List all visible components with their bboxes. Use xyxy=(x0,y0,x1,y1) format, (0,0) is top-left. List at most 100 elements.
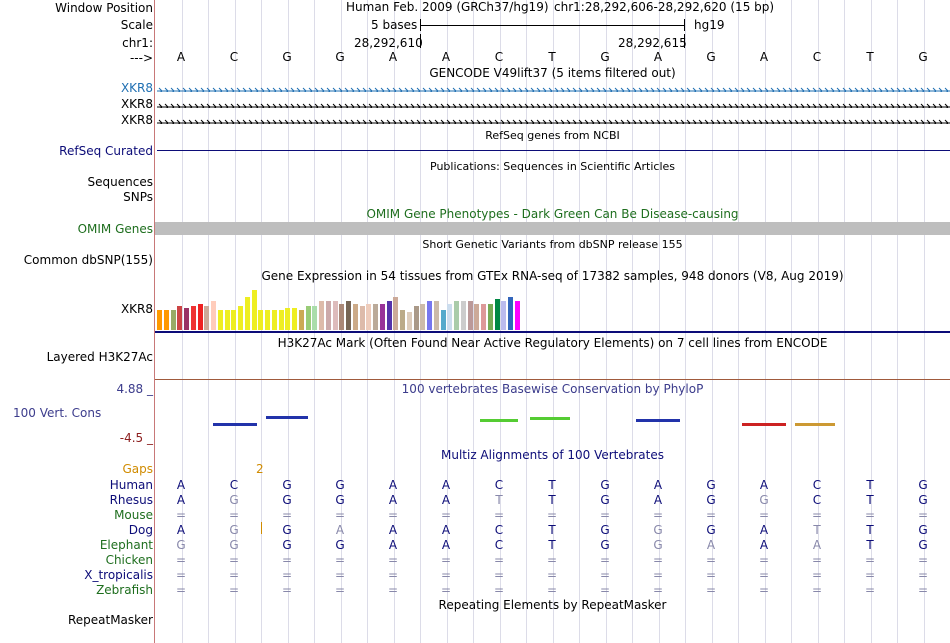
gtex-tissue-bar[interactable] xyxy=(278,310,284,330)
gtex-tissue-bar[interactable] xyxy=(454,301,459,330)
gtex-tissue-bar[interactable] xyxy=(285,308,291,330)
gtex-tissue-bar[interactable] xyxy=(413,306,419,330)
multiz-title[interactable]: Multiz Alignments of 100 Vertebrates xyxy=(440,448,665,462)
omim-feature-bar[interactable] xyxy=(155,222,950,235)
publications-label-sequences[interactable]: Sequences xyxy=(87,175,153,189)
species-label[interactable]: Chicken xyxy=(105,553,153,567)
gtex-tissue-bar[interactable] xyxy=(447,304,453,330)
species-label[interactable]: Zebrafish xyxy=(96,583,153,597)
alignment-base: A xyxy=(335,523,345,537)
gtex-tissue-bar[interactable] xyxy=(325,301,331,330)
publications-title[interactable]: Publications: Sequences in Scientific Ar… xyxy=(430,160,675,173)
gtex-tissue-bar[interactable] xyxy=(420,304,426,330)
species-label[interactable]: Dog xyxy=(128,523,153,537)
gtex-tissue-bar[interactable] xyxy=(481,304,486,330)
window-position-value: chr1:28,292,606-28,292,620 (15 bp) xyxy=(554,0,775,14)
gtex-tissue-bar[interactable] xyxy=(501,301,507,330)
gtex-tissue-bar[interactable] xyxy=(224,310,230,330)
species-label[interactable]: Rhesus xyxy=(109,493,153,507)
gtex-tissue-bar[interactable] xyxy=(433,301,439,330)
gtex-tissue-bar[interactable] xyxy=(393,297,399,330)
gtex-tissue-bar[interactable] xyxy=(271,310,277,330)
alignment-base: = xyxy=(175,508,187,522)
gencode-item-1[interactable]: XKR8 xyxy=(120,81,153,95)
gtex-tissue-bar[interactable] xyxy=(265,310,270,330)
phylop-min: -4.5 _ xyxy=(119,431,153,445)
alignment-base: A xyxy=(759,478,769,492)
gtex-tissue-bar[interactable] xyxy=(400,310,405,330)
gencode-item-3[interactable]: XKR8 xyxy=(120,113,153,127)
species-label[interactable]: Human xyxy=(109,478,153,492)
gtex-tissue-bar[interactable] xyxy=(440,310,446,330)
gtex-tissue-bar[interactable] xyxy=(373,304,378,330)
gencode-feature-2[interactable] xyxy=(157,100,950,108)
omim-title[interactable]: OMIM Gene Phenotypes - Dark Green Can Be… xyxy=(366,207,739,221)
gtex-tissue-bar[interactable] xyxy=(386,301,392,330)
phylop-title[interactable]: 100 vertebrates Basewise Conservation by… xyxy=(401,382,704,396)
gtex-tissue-bar[interactable] xyxy=(346,301,351,330)
gtex-tissue-bar[interactable] xyxy=(494,299,500,330)
alignment-base: A xyxy=(653,478,663,492)
gtex-tissue-bar[interactable] xyxy=(514,301,520,330)
h3k27ac-label[interactable]: Layered H3K27Ac xyxy=(46,350,153,364)
species-label[interactable]: Mouse xyxy=(114,508,153,522)
gtex-tissue-bar[interactable] xyxy=(298,310,304,330)
gtex-tissue-bar[interactable] xyxy=(474,304,480,330)
gtex-tissue-bar[interactable] xyxy=(366,304,372,330)
gtex-tissue-bar[interactable] xyxy=(305,306,311,330)
repeatmasker-label[interactable]: RepeatMasker xyxy=(67,613,153,627)
dbsnp-title[interactable]: Short Genetic Variants from dbSNP releas… xyxy=(422,238,683,251)
gtex-tissue-bar[interactable] xyxy=(312,306,318,330)
gtex-tissue-bar[interactable] xyxy=(211,301,216,330)
gencode-item-2[interactable]: XKR8 xyxy=(120,97,153,111)
alignment-base: = xyxy=(228,583,240,597)
gtex-tissue-bar[interactable] xyxy=(251,290,257,330)
gtex-tissue-bar[interactable] xyxy=(217,310,223,330)
gtex-tissue-bar[interactable] xyxy=(163,310,169,330)
gtex-tissue-bar[interactable] xyxy=(258,310,264,330)
gtex-tissue-bar[interactable] xyxy=(292,308,297,330)
gencode-title[interactable]: GENCODE V49lift37 (5 items filtered out) xyxy=(429,66,676,80)
publications-label-snps[interactable]: SNPs xyxy=(123,190,153,204)
gtex-tissue-bar[interactable] xyxy=(508,297,513,330)
species-label[interactable]: X_tropicalis xyxy=(84,568,153,582)
species-label[interactable]: Elephant xyxy=(99,538,153,552)
gtex-tissue-bar[interactable] xyxy=(184,308,189,330)
repeatmasker-title[interactable]: Repeating Elements by RepeatMasker xyxy=(438,598,667,612)
gtex-tissue-bar[interactable] xyxy=(319,301,324,330)
gtex-tissue-bar[interactable] xyxy=(157,310,162,330)
gtex-tissue-bar[interactable] xyxy=(359,306,365,330)
gencode-feature-3[interactable] xyxy=(157,116,950,124)
phylop-label[interactable]: 100 Vert. Cons xyxy=(13,406,102,420)
dbsnp-label[interactable]: Common dbSNP(155) xyxy=(23,253,153,267)
gtex-tissue-bar[interactable] xyxy=(238,306,243,330)
gtex-tissue-bar[interactable] xyxy=(406,312,412,330)
gtex-tissue-bar[interactable] xyxy=(231,310,237,330)
gtex-tissue-bar[interactable] xyxy=(197,304,203,330)
grid-line xyxy=(791,0,792,643)
gtex-tissue-bar[interactable] xyxy=(487,304,493,330)
gtex-bottom-rule xyxy=(155,331,950,333)
gtex-tissue-bar[interactable] xyxy=(190,306,196,330)
gtex-tissue-bar[interactable] xyxy=(339,304,345,330)
gencode-feature-1[interactable] xyxy=(157,84,950,92)
gtex-tissue-bar[interactable] xyxy=(460,301,466,330)
h3k27ac-title[interactable]: H3K27Ac Mark (Often Found Near Active Re… xyxy=(277,336,828,350)
omim-label[interactable]: OMIM Genes xyxy=(77,222,153,236)
gtex-tissue-bar[interactable] xyxy=(379,304,385,330)
gtex-tissue-bar[interactable] xyxy=(204,306,210,330)
gtex-title[interactable]: Gene Expression in 54 tissues from GTEx … xyxy=(261,269,844,283)
gtex-tissue-bar[interactable] xyxy=(467,301,473,330)
gtex-bar-chart[interactable] xyxy=(155,284,535,330)
gtex-tissue-bar[interactable] xyxy=(352,304,358,330)
alignment-base: A xyxy=(176,478,186,492)
gtex-tissue-bar[interactable] xyxy=(332,301,338,330)
refseq-label[interactable]: RefSeq Curated xyxy=(59,144,153,158)
refseq-title[interactable]: RefSeq genes from NCBI xyxy=(485,129,620,142)
gtex-tissue-bar[interactable] xyxy=(244,297,250,330)
gtex-label[interactable]: XKR8 xyxy=(120,302,153,316)
refseq-feature[interactable] xyxy=(157,150,950,151)
gtex-tissue-bar[interactable] xyxy=(170,310,176,330)
gtex-tissue-bar[interactable] xyxy=(177,306,183,330)
gtex-tissue-bar[interactable] xyxy=(427,301,432,330)
